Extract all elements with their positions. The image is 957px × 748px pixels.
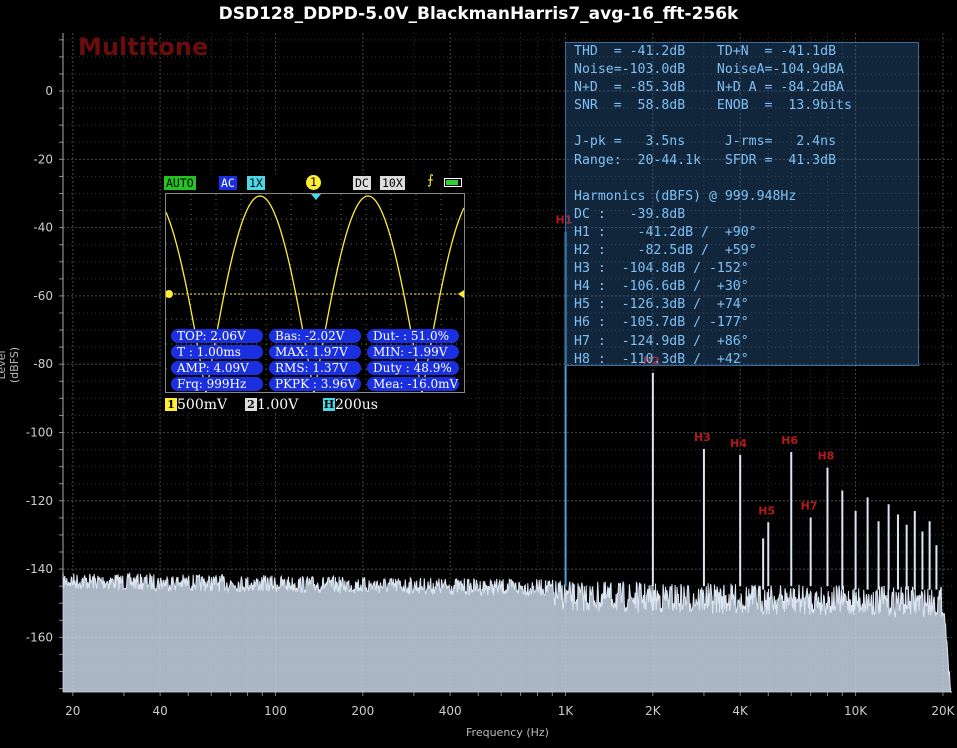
- y-tick-label: -60: [33, 289, 53, 303]
- measurement-line: J-pk = 3.5ns J-rms= 2.4ns: [574, 134, 837, 150]
- y-axis-label: Level (dBFS): [0, 346, 21, 384]
- scope-status-bar: AUTO AC 1X 1 DC 10X ⨍: [163, 174, 467, 192]
- battery-icon: [444, 178, 462, 187]
- measurement-line: THD = -41.2dB TD+N = -41.1dB: [574, 44, 837, 59]
- time-scale-value: 200us: [335, 397, 378, 413]
- measurement-line: H2 : -82.5dB / +59°: [574, 243, 757, 259]
- rising-edge-icon: ⨍: [427, 173, 434, 188]
- x-axis-label: Frequency (Hz): [466, 726, 549, 739]
- scope-measurement: Frq: 999Hz: [171, 377, 263, 391]
- scope-measurement: RMS: 1.37V: [269, 361, 361, 375]
- noise-floor-trace: [62, 571, 952, 693]
- y-tick-label: -160: [26, 630, 53, 644]
- scope-measurement: Mea: -16.0mV: [367, 377, 459, 391]
- scope-mode-badge: AUTO: [164, 176, 196, 190]
- trigger-level-marker: [458, 290, 464, 298]
- measurement-line: H6 : -105.7dB / -177°: [574, 315, 749, 331]
- harmonic-label: H6: [781, 434, 798, 447]
- harmonic-label: H7: [801, 500, 818, 513]
- x-tick-label: 40: [152, 704, 167, 718]
- time-scale: H200us: [323, 397, 378, 413]
- scope-measurement: T : 1.00ms: [171, 345, 263, 359]
- scope-measurement: MAX: 1.97V: [269, 345, 361, 359]
- x-tick-label: 10K: [844, 704, 868, 718]
- y-tick-label: -80: [33, 357, 53, 371]
- scope-probe-badge: 1X: [247, 176, 265, 190]
- x-tick-label: 4K: [732, 704, 749, 718]
- measurement-line: Harmonics (dBFS) @ 999.948Hz: [574, 188, 797, 204]
- harmonic-label: H8: [817, 450, 834, 463]
- ch1-scale-value: 500mV: [177, 397, 228, 413]
- measurement-line: Noise=-103.0dB NoiseA=-104.9dBA: [574, 62, 844, 78]
- x-tick-label: 20: [65, 704, 80, 718]
- measurement-line: SNR = 58.8dB ENOB = 13.9bits: [574, 98, 852, 114]
- scope-dc-badge: DC: [353, 176, 371, 190]
- y-tick-label: -140: [26, 562, 53, 576]
- time-chip: H: [323, 398, 335, 411]
- scope-measurement: AMP: 4.09V: [171, 361, 263, 375]
- y-tick-label: -20: [33, 152, 53, 166]
- measurement-line: H8 : -110.3dB / +42°: [574, 351, 749, 367]
- harmonic-label: H3: [694, 431, 711, 444]
- measurement-line: [574, 115, 918, 133]
- scope-measurement: MIN: -1.99V: [367, 345, 459, 359]
- measurement-line: H4 : -106.6dB / +30°: [574, 279, 749, 295]
- x-tick-label: 2K: [645, 704, 662, 718]
- scope-measurement: Duty : 48.9%: [367, 361, 459, 375]
- scope-trigger-channel: 1: [306, 175, 321, 190]
- measurement-line: [574, 170, 918, 188]
- scope-screen: TOP: 2.06V Bas: -2.02V Dut- : 51.0% T : 1.0…: [165, 193, 465, 395]
- measurement-panel: THD = -41.2dB TD+N = -41.1dB Noise=-103.0…: [565, 42, 919, 367]
- x-tick-label: 1K: [558, 704, 575, 718]
- measurement-line: H5 : -126.3dB / +74°: [574, 297, 749, 313]
- harmonic-label: H1: [556, 214, 573, 227]
- x-tick-label: 200: [351, 704, 374, 718]
- ch2-scale-value: 1.00V: [257, 397, 299, 413]
- chart-title: DSD128_DDPD-5.0V_BlackmanHarris7_avg-16_…: [218, 4, 739, 24]
- scope-probe2-badge: 10X: [380, 176, 405, 190]
- scope-scale-bar: 1 500mV 2 1.00V H200us: [163, 396, 467, 413]
- y-tick-label: -40: [33, 221, 53, 235]
- y-tick-label: 0: [45, 84, 53, 98]
- measurement-line: H7 : -124.9dB / +86°: [574, 333, 749, 349]
- watermark-logo: Multitone: [78, 33, 209, 61]
- ch1-chip: 1: [165, 398, 177, 411]
- measurement-line: H3 : -104.8dB / -152°: [574, 261, 749, 277]
- measurement-line: N+D = -85.3dB N+D A = -84.2dBA: [574, 80, 844, 96]
- harmonic-label: H4: [730, 437, 747, 450]
- x-tick-label: 100: [264, 704, 287, 718]
- scope-measurement: Dut- : 51.0%: [367, 329, 459, 343]
- trigger-position-marker: [311, 194, 321, 200]
- scope-measurement: Bas: -2.02V: [269, 329, 361, 343]
- ch1-scale: 1 500mV: [165, 397, 227, 413]
- oscilloscope-inset: AUTO AC 1X 1 DC 10X ⨍ TOP: 2.06V Bas: -2.…: [163, 174, 467, 413]
- y-tick-label: -100: [26, 425, 53, 439]
- x-tick-label: 20K: [931, 704, 955, 718]
- measurement-line: H1 : -41.2dB / +90°: [574, 224, 757, 240]
- ch2-scale: 2 1.00V: [245, 397, 298, 413]
- ch2-chip: 2: [245, 398, 257, 411]
- scope-measurement: PKPK : 3.96V: [269, 377, 361, 391]
- x-tick-label: 400: [439, 704, 462, 718]
- measurement-line: Range: 20-44.1k SFDR = 41.3dB: [574, 152, 837, 168]
- noise-floor-area: [63, 572, 952, 692]
- measurement-line: DC : -39.8dB: [574, 206, 686, 222]
- ch1-ground-marker: [165, 290, 173, 298]
- harmonic-label: H5: [758, 504, 775, 517]
- scope-measurement: TOP: 2.06V: [171, 329, 263, 343]
- harmonic-label: H2: [643, 355, 660, 368]
- y-tick-label: -120: [26, 494, 53, 508]
- scope-coupling-badge: AC: [219, 176, 237, 190]
